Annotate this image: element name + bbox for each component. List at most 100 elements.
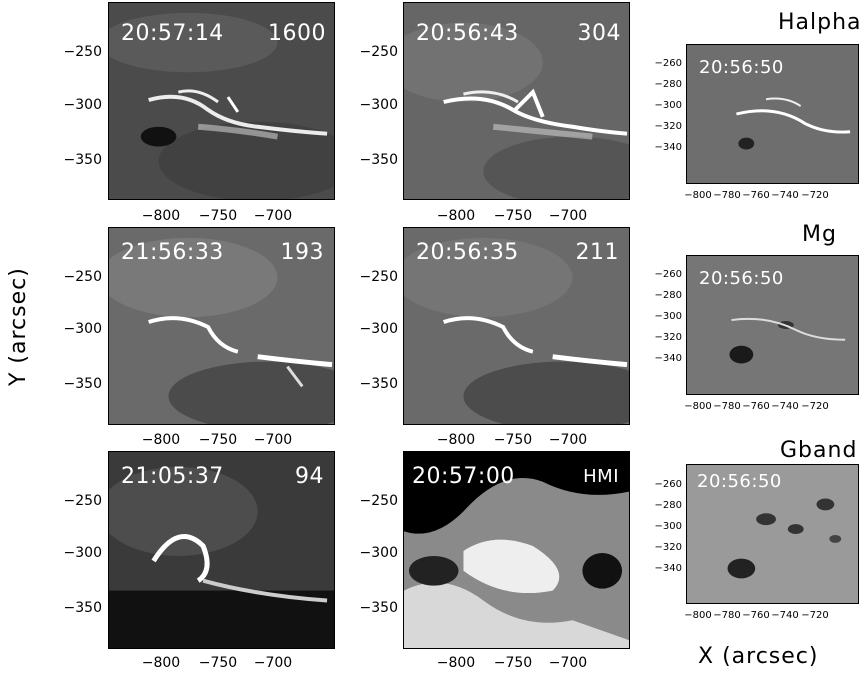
x-tick-label: −760	[742, 190, 770, 201]
solar-image-304	[404, 3, 629, 199]
y-tick-label: −300	[654, 311, 682, 322]
y-tick-label: −300	[359, 545, 398, 561]
x-tick-label: −800	[684, 401, 712, 412]
x-axis-title: X (arcsec)	[698, 644, 819, 669]
y-tick-label: −280	[654, 79, 682, 90]
channel-label: HMI	[583, 466, 619, 487]
channel-label: 1600	[268, 21, 326, 46]
x-tick-label: −720	[801, 401, 829, 412]
y-tick-label: −260	[654, 479, 682, 490]
image-panel-304: 20:56:43 304	[403, 2, 630, 200]
image-panel-1600: 20:57:14 1600	[108, 2, 335, 200]
x-tick-label: −750	[198, 655, 238, 671]
x-tick-label: −780	[713, 610, 741, 621]
y-tick-label: −350	[63, 376, 102, 392]
timestamp-label: 20:56:35	[416, 240, 519, 265]
y-tick-label: −350	[359, 376, 398, 392]
y-tick-label: −280	[654, 290, 682, 301]
y-axis-title: Y (arcsec)	[6, 267, 31, 386]
x-tick-label: −750	[198, 432, 238, 448]
x-tick-label: −800	[684, 610, 712, 621]
y-tick-label: −280	[654, 500, 682, 511]
channel-label: 193	[280, 240, 324, 265]
y-tick-label: −300	[63, 321, 102, 337]
x-tick-label: −800	[141, 655, 181, 671]
y-tick-label: −350	[63, 152, 102, 168]
timestamp-label: 20:56:50	[699, 268, 784, 289]
x-tick-label: −700	[253, 655, 293, 671]
side-title-gband: Gband	[780, 438, 858, 463]
y-tick-label: −300	[654, 521, 682, 532]
side-title-mg: Mg	[802, 222, 837, 247]
x-tick-label: −750	[493, 432, 533, 448]
solar-image-hmi	[404, 452, 629, 648]
solar-image-193	[109, 228, 334, 424]
y-tick-label: −340	[654, 353, 682, 364]
image-panel-hmi: 20:57:00 HMI	[403, 451, 630, 649]
y-tick-label: −300	[63, 545, 102, 561]
y-tick-label: −300	[63, 97, 102, 113]
x-tick-label: −750	[493, 655, 533, 671]
y-tick-label: −250	[63, 269, 102, 285]
channel-label: 94	[295, 464, 324, 489]
x-tick-label: −780	[713, 401, 741, 412]
image-panel-halpha: 20:56:50	[686, 44, 859, 184]
x-tick-label: −800	[436, 208, 476, 224]
solar-image-211	[404, 228, 629, 424]
timestamp-label: 21:05:37	[121, 464, 224, 489]
timestamp-label: 20:56:43	[416, 21, 519, 46]
y-tick-label: −350	[63, 600, 102, 616]
timestamp-label: 21:56:33	[121, 240, 224, 265]
timestamp-label: 20:57:00	[412, 464, 515, 489]
timestamp-label: 20:57:14	[121, 21, 224, 46]
channel-label: 304	[577, 21, 621, 46]
y-tick-label: −300	[359, 321, 398, 337]
x-tick-label: −800	[141, 208, 181, 224]
y-tick-label: −300	[654, 100, 682, 111]
solar-image-gband	[687, 465, 858, 603]
solar-image-1600	[109, 3, 334, 199]
x-tick-label: −800	[684, 190, 712, 201]
x-tick-label: −740	[771, 401, 799, 412]
y-tick-label: −350	[359, 152, 398, 168]
channel-label: 211	[575, 240, 619, 265]
y-tick-label: −340	[654, 142, 682, 153]
y-tick-label: −260	[654, 269, 682, 280]
y-tick-label: −350	[359, 600, 398, 616]
solar-image-94	[109, 452, 334, 648]
x-tick-label: −760	[742, 610, 770, 621]
y-tick-label: −250	[359, 493, 398, 509]
timestamp-label: 20:56:50	[699, 57, 784, 78]
y-tick-label: −300	[359, 97, 398, 113]
x-tick-label: −700	[548, 432, 588, 448]
x-tick-label: −740	[771, 190, 799, 201]
y-tick-label: −260	[654, 58, 682, 69]
y-tick-label: −250	[359, 44, 398, 60]
side-title-halpha: Halpha	[778, 10, 862, 35]
y-tick-label: −320	[654, 332, 682, 343]
x-tick-label: −720	[801, 610, 829, 621]
y-tick-label: −340	[654, 563, 682, 574]
y-tick-label: −250	[63, 44, 102, 60]
timestamp-label: 20:56:50	[697, 471, 782, 492]
solar-image-halpha	[687, 45, 858, 183]
solar-image-mg	[687, 256, 858, 394]
x-tick-label: −800	[436, 655, 476, 671]
image-panel-94: 21:05:37 94	[108, 451, 335, 649]
x-tick-label: −800	[141, 432, 181, 448]
image-panel-193: 21:56:33 193	[108, 227, 335, 425]
image-panel-211: 20:56:35 211	[403, 227, 630, 425]
y-tick-label: −320	[654, 542, 682, 553]
y-tick-label: −320	[654, 121, 682, 132]
x-tick-label: −750	[493, 208, 533, 224]
x-tick-label: −700	[548, 655, 588, 671]
x-tick-label: −700	[253, 432, 293, 448]
image-panel-gband: 20:56:50	[686, 464, 859, 604]
x-tick-label: −750	[198, 208, 238, 224]
x-tick-label: −700	[548, 208, 588, 224]
x-tick-label: −720	[801, 190, 829, 201]
x-tick-label: −780	[713, 190, 741, 201]
x-tick-label: −760	[742, 401, 770, 412]
image-panel-mg: 20:56:50	[686, 255, 859, 395]
x-tick-label: −700	[253, 208, 293, 224]
